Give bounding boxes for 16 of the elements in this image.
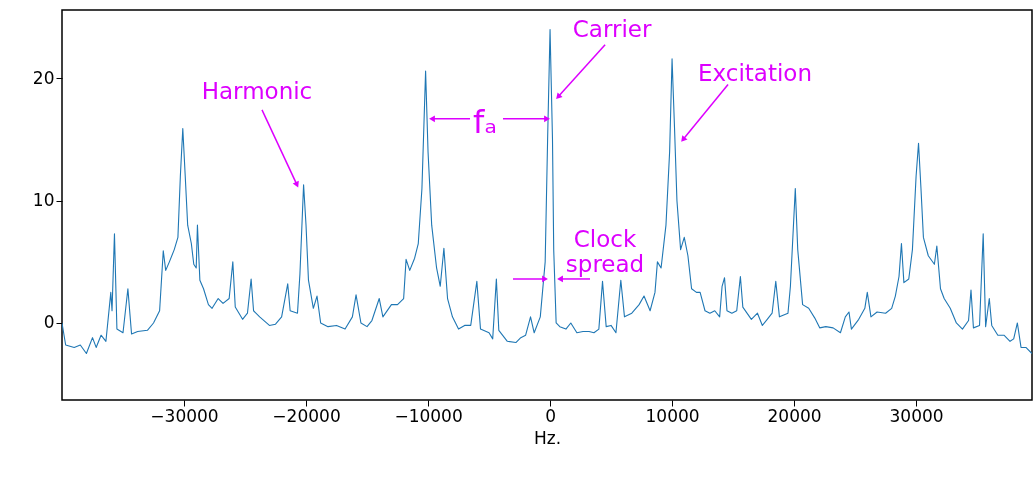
x-tick-label: 20000 — [767, 405, 822, 426]
annotation: Excitation — [698, 59, 813, 86]
annotation: Harmonic — [201, 77, 313, 104]
y-tick-label: 20 — [32, 67, 55, 88]
annotation: Carrier — [572, 15, 652, 42]
x-tick-label: −30000 — [150, 405, 219, 426]
x-axis-title: Hz. — [533, 427, 562, 448]
x-tick-label: 0 — [545, 405, 556, 426]
y-tick-label: 10 — [32, 190, 55, 211]
x-tick-label: −20000 — [272, 405, 341, 426]
x-tick-label: 30000 — [889, 405, 944, 426]
y-tick-label: 0 — [43, 312, 55, 333]
x-tick-label: 10000 — [645, 405, 700, 426]
x-tick-label: −10000 — [394, 405, 463, 426]
annotation: fₐ — [473, 102, 497, 141]
annotation: Clock spread — [565, 225, 645, 277]
